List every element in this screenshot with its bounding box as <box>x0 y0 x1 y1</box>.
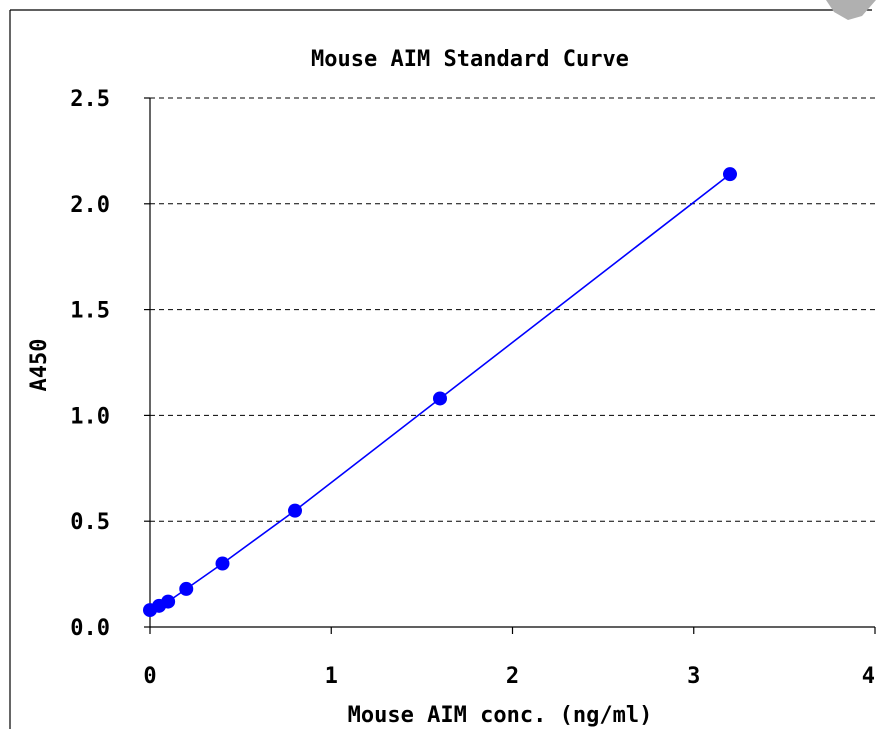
y-tick-label: 2.5 <box>70 87 110 112</box>
y-tick-label: 0.0 <box>70 616 110 641</box>
data-point <box>433 391 447 406</box>
x-tick-label: 3 <box>687 664 700 689</box>
y-axis-label: A450 <box>27 339 52 392</box>
grid-lines <box>150 97 875 522</box>
x-axis-label: Mouse AIM conc. (ng/ml) <box>348 703 653 728</box>
x-tick-label: 1 <box>325 664 338 689</box>
data-series <box>143 167 737 618</box>
y-tick-label: 2.0 <box>70 193 110 218</box>
data-point <box>288 503 302 518</box>
data-point <box>215 556 230 571</box>
corner-fold-shape <box>826 0 876 20</box>
chart-title: Mouse AIM Standard Curve <box>311 47 629 72</box>
y-tick-label: 1.0 <box>70 404 110 429</box>
data-point <box>179 581 194 596</box>
x-tick-label: 4 <box>862 664 875 689</box>
x-tick-label: 0 <box>143 664 156 689</box>
data-point <box>161 594 176 609</box>
data-point <box>723 167 737 182</box>
x-tick-label: 2 <box>506 664 519 689</box>
axis-ticks: 0.0 0.5 1.0 1.5 2.0 2.5 0 1 2 3 4 <box>70 87 876 689</box>
y-tick-label: 0.5 <box>70 510 110 535</box>
y-tick-label: 1.5 <box>70 299 110 324</box>
